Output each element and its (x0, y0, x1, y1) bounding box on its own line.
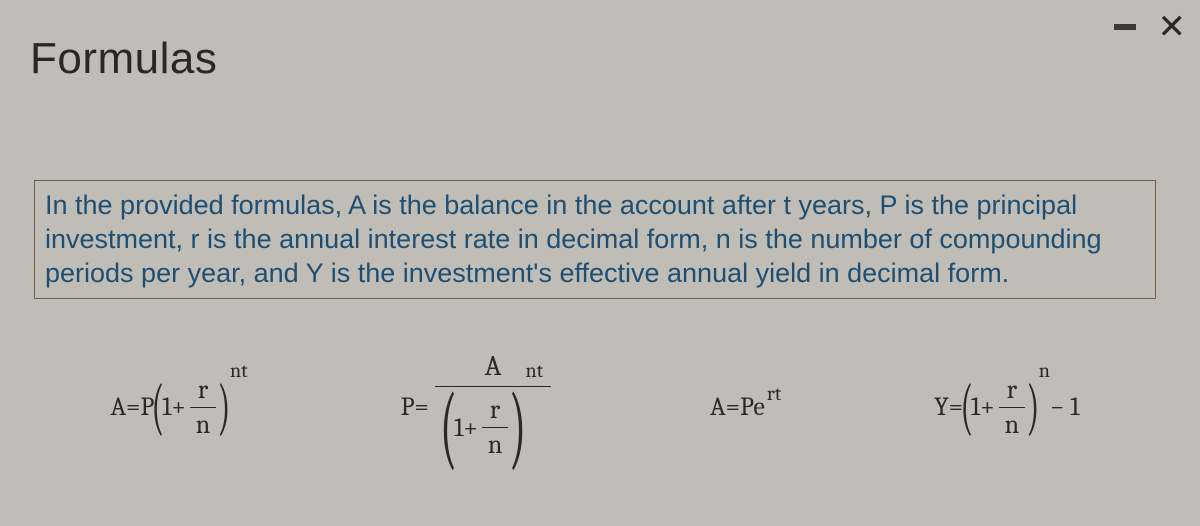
minimize-icon[interactable] (1114, 24, 1136, 30)
right-paren: ) (218, 383, 231, 433)
numerator: r (192, 375, 214, 407)
denominator: n (482, 427, 509, 460)
formula-compound-amount: A = P ( 1 + r n ) nt (110, 375, 247, 440)
plus: + (171, 392, 185, 422)
fraction-r-over-n: r n (999, 375, 1026, 440)
left-paren: ( (960, 383, 973, 433)
formula-continuous: A = Pe rt (710, 392, 781, 422)
denominator: n (190, 407, 217, 440)
minus-one: − 1 (1050, 392, 1080, 422)
numerator: r (484, 395, 506, 427)
equals: = (726, 392, 740, 422)
equals: = (126, 392, 140, 422)
numerator: r (1001, 375, 1023, 407)
plus: + (980, 392, 994, 422)
lhs: P (401, 392, 415, 422)
equals: = (414, 392, 428, 422)
plus: + (463, 413, 477, 443)
exponent: nt (525, 359, 543, 382)
fraction-r-over-n: r n (482, 395, 509, 460)
lhs: A (110, 392, 126, 422)
exponent: rt (767, 382, 781, 405)
formula-effective-yield: Y = ( 1 + r n ) n − 1 (934, 375, 1079, 440)
denominator: n (999, 407, 1026, 440)
page-title: Formulas (30, 34, 217, 84)
left-paren: ( (440, 391, 458, 465)
exponent: n (1039, 359, 1050, 382)
numerator-A: A (477, 350, 510, 386)
formula-principal: P = A ( 1 + r n ) nt (401, 350, 558, 465)
exponent: nt (230, 359, 248, 382)
big-fraction: A ( 1 + r n ) nt (435, 350, 551, 465)
lhs: Y (934, 392, 948, 422)
close-icon[interactable]: ✕ (1158, 10, 1187, 44)
Pe: Pe (740, 392, 765, 422)
formula-description: In the provided formulas, A is the balan… (34, 180, 1156, 299)
lhs: A (710, 392, 726, 422)
right-paren: ) (509, 391, 527, 465)
fraction-r-over-n: r n (190, 375, 217, 440)
right-paren: ) (1026, 383, 1039, 433)
formula-row: A = P ( 1 + r n ) nt P = A ( 1 + (34, 350, 1156, 465)
left-paren: ( (152, 383, 165, 433)
